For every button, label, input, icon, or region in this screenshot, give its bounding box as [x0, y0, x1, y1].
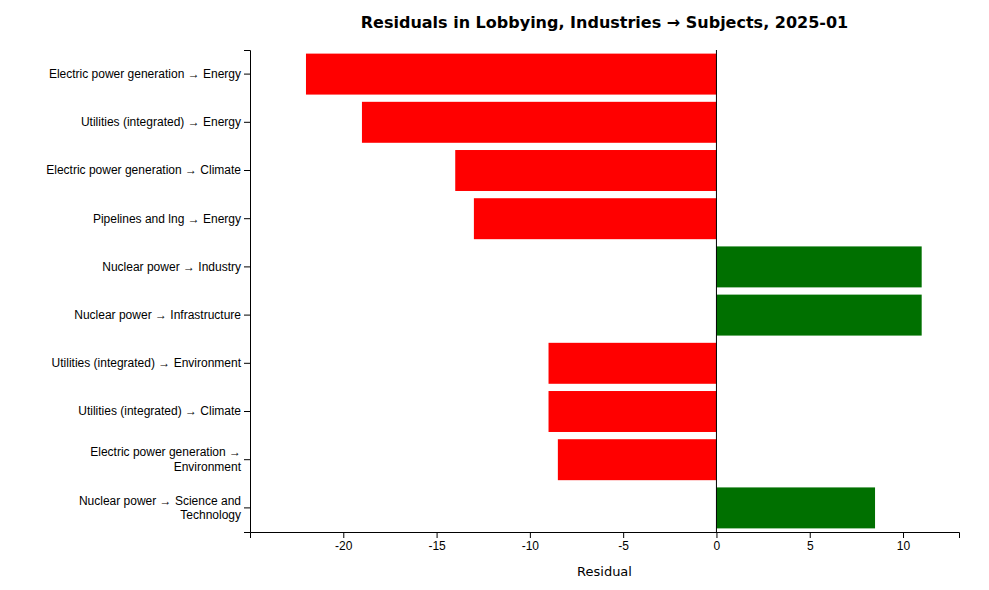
y-tick-mark [244, 507, 250, 508]
y-tick-label: Electric power generation → Climate [46, 163, 241, 177]
y-tick-mark [244, 122, 250, 123]
y-tick-mark [244, 411, 250, 412]
bar [474, 198, 717, 239]
y-tick-mark [244, 315, 250, 316]
y-tick-label: Electric power generation →Environment [90, 445, 241, 473]
x-tick-label: 0 [714, 539, 721, 553]
y-tick-label: Nuclear power → Industry [102, 260, 241, 274]
x-tick-label: 5 [807, 539, 814, 553]
x-tick-mark [530, 532, 531, 538]
x-axis-line [251, 533, 960, 539]
y-tick-mark [244, 170, 250, 171]
y-tick-label: Pipelines and lng → Energy [93, 212, 241, 226]
y-tick: Nuclear power → Science andTechnology [79, 494, 250, 522]
y-tick-label: Electric power generation → Energy [49, 67, 241, 81]
zero-line [716, 50, 717, 532]
bar [549, 343, 717, 384]
y-tick: Pipelines and lng → Energy [93, 212, 250, 226]
x-tick: -5 [618, 532, 629, 553]
x-tick: -20 [335, 532, 353, 553]
y-tick: Electric power generation →Environment [90, 445, 250, 473]
bar [306, 54, 716, 95]
y-tick: Utilities (integrated) → Climate [78, 404, 250, 418]
y-tick-label: Nuclear power → Infrastructure [74, 308, 241, 322]
x-tick-mark [716, 532, 717, 538]
y-tick-mark [244, 74, 250, 75]
bars [306, 54, 922, 529]
bar [549, 391, 717, 432]
bar [716, 487, 875, 528]
y-tick: Nuclear power → Industry [102, 260, 250, 274]
y-axis: Electric power generation → Energy Utilit… [46, 51, 250, 533]
chart: -20 -15 -10 -5 0 5 10 Electric power generation… [0, 0, 989, 590]
x-tick: 0 [714, 532, 721, 553]
x-tick: 5 [807, 532, 814, 553]
y-tick-label: Nuclear power → Science andTechnology [79, 494, 241, 522]
x-tick-mark [437, 532, 438, 538]
x-tick-label: -20 [335, 539, 353, 553]
y-tick: Electric power generation → Climate [46, 163, 250, 177]
x-tick-label: -5 [618, 539, 629, 553]
bar [455, 150, 716, 191]
y-tick: Utilities (integrated) → Environment [52, 356, 250, 370]
x-tick: -10 [522, 532, 540, 553]
plot: -20 -15 -10 -5 0 5 10 Electric power generation… [46, 50, 959, 553]
bar [716, 295, 921, 336]
y-tick-mark [244, 218, 250, 219]
x-tick-mark [623, 532, 624, 538]
x-tick-label: 10 [897, 539, 911, 553]
x-tick-mark [810, 532, 811, 538]
y-tick-mark [244, 266, 250, 267]
y-tick-label: Utilities (integrated) → Environment [52, 356, 242, 370]
x-tick-label: -15 [428, 539, 446, 553]
y-tick-mark [244, 459, 250, 460]
x-tick-mark [343, 532, 344, 538]
y-tick-mark [244, 363, 250, 364]
y-tick: Electric power generation → Energy [49, 67, 250, 81]
y-tick-label: Utilities (integrated) → Climate [78, 404, 241, 418]
y-tick: Nuclear power → Infrastructure [74, 308, 250, 322]
y-tick: Utilities (integrated) → Energy [81, 115, 250, 129]
bar [558, 439, 717, 480]
bar [716, 246, 921, 287]
x-tick-mark [903, 532, 904, 538]
x-label: Residual [577, 564, 632, 579]
bar [362, 102, 717, 143]
y-tick-label: Utilities (integrated) → Energy [81, 115, 241, 129]
title: Residuals in Lobbying, Industries → Subj… [361, 13, 848, 32]
x-tick: -15 [428, 532, 446, 553]
y-axis-line [244, 51, 251, 533]
x-axis: -20 -15 -10 -5 0 5 10 [251, 532, 960, 553]
x-tick: 10 [897, 532, 911, 553]
x-tick-label: -10 [522, 539, 540, 553]
